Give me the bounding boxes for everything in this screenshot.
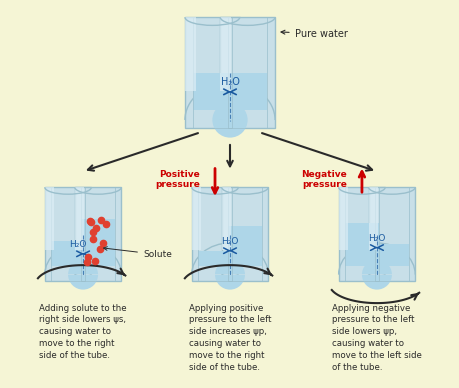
- Bar: [81, 220, 114, 266]
- Bar: [81, 187, 114, 281]
- Text: Adding solute to the
right side lowers ψs,
causing water to
move to the right
si: Adding solute to the right side lowers ψ…: [39, 304, 127, 360]
- Wedge shape: [214, 260, 245, 289]
- Bar: [345, 223, 378, 266]
- Text: Applying positive
pressure to the left
side increases ψp,
causing water to
move : Applying positive pressure to the left s…: [188, 304, 271, 372]
- Bar: [228, 187, 261, 281]
- Wedge shape: [361, 260, 391, 289]
- Bar: [368, 187, 414, 281]
- Bar: [74, 187, 121, 281]
- Bar: [221, 187, 230, 249]
- Wedge shape: [212, 102, 247, 138]
- Bar: [191, 187, 201, 249]
- Wedge shape: [68, 260, 98, 289]
- Bar: [345, 187, 378, 281]
- Bar: [338, 187, 347, 249]
- Bar: [192, 17, 231, 128]
- Text: H₂O: H₂O: [220, 77, 239, 87]
- Bar: [338, 187, 385, 281]
- Bar: [228, 226, 261, 266]
- Text: H₂O: H₂O: [368, 234, 385, 243]
- Bar: [185, 17, 239, 128]
- Bar: [198, 251, 231, 266]
- Bar: [51, 187, 84, 281]
- Text: Solute: Solute: [103, 247, 171, 259]
- Text: Pure water: Pure water: [280, 29, 347, 39]
- Bar: [368, 187, 377, 249]
- Bar: [220, 17, 231, 91]
- Text: Applying negative
pressure to the left
side lowers ψp,
causing water to
move to : Applying negative pressure to the left s…: [331, 304, 421, 372]
- Bar: [185, 17, 196, 91]
- Bar: [221, 187, 268, 281]
- Bar: [74, 187, 84, 249]
- Bar: [198, 187, 231, 281]
- Bar: [375, 244, 408, 266]
- Bar: [51, 241, 84, 266]
- Bar: [45, 187, 54, 249]
- Bar: [375, 187, 408, 281]
- Bar: [191, 187, 238, 281]
- Bar: [220, 17, 274, 128]
- Text: Negative
pressure: Negative pressure: [301, 170, 347, 189]
- Bar: [228, 17, 267, 128]
- Bar: [192, 73, 231, 110]
- Text: H₂O: H₂O: [221, 237, 238, 246]
- Text: Positive
pressure: Positive pressure: [155, 170, 200, 189]
- Bar: [228, 73, 267, 110]
- Text: H₂O: H₂O: [69, 241, 87, 249]
- Bar: [45, 187, 91, 281]
